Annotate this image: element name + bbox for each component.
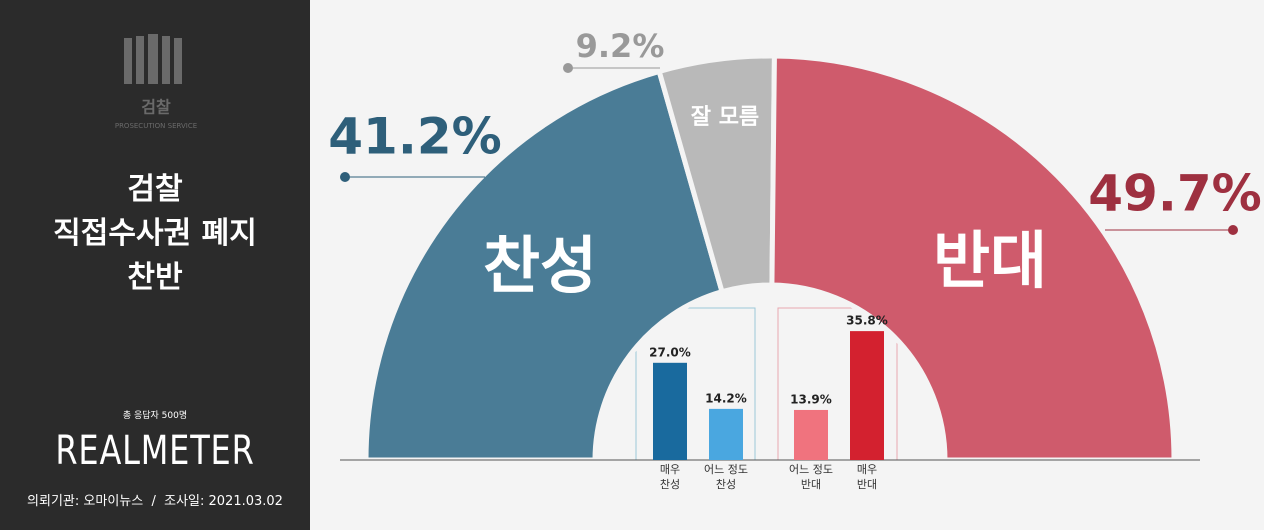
category-label: 어느 정도 bbox=[789, 463, 833, 476]
bar bbox=[709, 408, 743, 460]
leader-dot bbox=[340, 172, 350, 182]
category-label: 찬성 bbox=[716, 477, 736, 491]
category-label: 반대 bbox=[857, 478, 877, 491]
category-label: 매우 bbox=[660, 463, 680, 476]
title-line: 검찰 bbox=[127, 172, 183, 207]
brand: REALMETER bbox=[55, 428, 255, 474]
category-label: 찬성 bbox=[660, 477, 680, 491]
title-line: 직접수사권 폐지 bbox=[53, 216, 257, 251]
bar bbox=[794, 409, 828, 460]
logo: 검찰 PROSECUTION SERVICE bbox=[115, 34, 197, 130]
value-label: 9.2% bbox=[576, 27, 665, 65]
segment bbox=[363, 68, 726, 463]
footer: 의뢰기관: 오마이뉴스 / 조사일: 2021.03.02 bbox=[27, 494, 283, 509]
value-label: 49.7% bbox=[1088, 165, 1261, 223]
segment-label: 찬성 bbox=[483, 229, 597, 302]
logo-title: 검찰 bbox=[141, 98, 171, 117]
category-label: 매우 bbox=[857, 463, 877, 476]
value-label: 13.9% bbox=[790, 392, 832, 406]
value-label: 41.2% bbox=[328, 108, 501, 166]
value-label: 14.2% bbox=[705, 391, 747, 405]
segment-label: 잘 모름 bbox=[691, 105, 759, 130]
value-label: 27.0% bbox=[649, 345, 691, 359]
title: 검찰 직접수사권 폐지 찬반 bbox=[0, 168, 310, 300]
category-label: 반대 bbox=[801, 478, 821, 491]
category-label: 어느 정도 bbox=[704, 463, 748, 476]
sidebar: 검찰 PROSECUTION SERVICE 검찰 직접수사권 폐지 찬반 총 … bbox=[0, 0, 310, 530]
title-line: 찬반 bbox=[127, 260, 183, 295]
segment bbox=[769, 53, 1177, 463]
leader-dot bbox=[1228, 225, 1238, 235]
value-label: 35.8% bbox=[846, 314, 888, 328]
bar bbox=[850, 331, 884, 460]
leader-dot bbox=[563, 63, 573, 73]
logo-subtitle: PROSECUTION SERVICE bbox=[115, 122, 197, 130]
segment-label: 반대 bbox=[933, 224, 1047, 297]
respondents: 총 응답자 500명 bbox=[122, 411, 188, 421]
bar bbox=[653, 362, 687, 460]
